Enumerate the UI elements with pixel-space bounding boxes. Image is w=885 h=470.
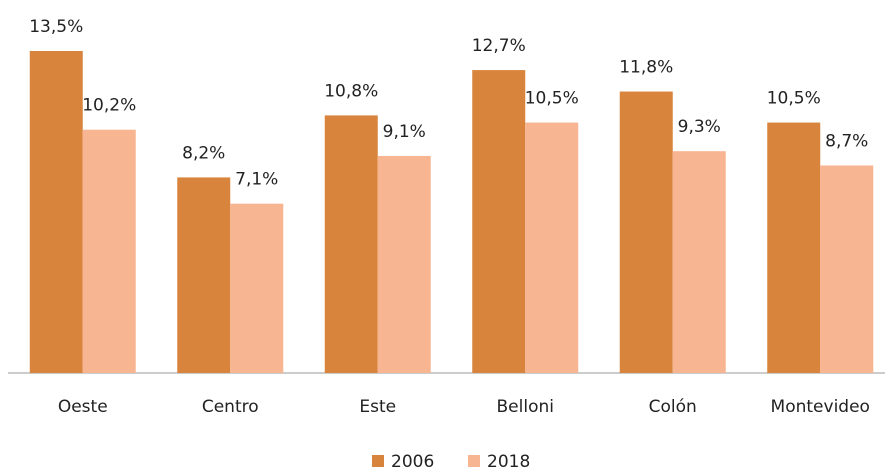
bar — [767, 122, 821, 373]
data-label: 12,7% — [472, 36, 526, 56]
data-label: 9,3% — [678, 117, 721, 137]
bar — [672, 151, 726, 373]
legend-swatch — [372, 455, 384, 467]
bar — [324, 115, 378, 374]
legend-label: 2006 — [391, 452, 434, 470]
bar — [619, 91, 673, 373]
data-label: 10,8% — [324, 81, 378, 101]
legend-swatch — [468, 455, 480, 467]
x-tick-label: Centro — [202, 397, 259, 417]
data-label: 10,2% — [82, 96, 136, 116]
bar — [525, 122, 579, 373]
x-tick-label: Este — [359, 397, 396, 417]
bar — [820, 165, 874, 373]
data-label: 8,2% — [182, 143, 225, 163]
data-label: 10,5% — [525, 89, 579, 109]
bar — [177, 177, 231, 373]
data-label: 11,8% — [619, 58, 673, 78]
bar — [82, 129, 136, 373]
legend-label: 2018 — [487, 452, 530, 470]
data-label: 13,5% — [29, 17, 83, 37]
x-tick-label: Belloni — [497, 397, 554, 417]
data-label: 10,5% — [767, 89, 821, 109]
x-tick-label: Colón — [649, 397, 697, 417]
data-label: 8,7% — [825, 131, 868, 151]
bar — [377, 155, 431, 373]
x-tick-label: Montevideo — [771, 397, 870, 417]
x-tick-label: Oeste — [58, 397, 108, 417]
bar — [472, 70, 526, 373]
data-label: 7,1% — [235, 170, 278, 190]
data-label: 9,1% — [383, 122, 426, 142]
bar — [29, 51, 83, 373]
bar — [230, 203, 284, 373]
